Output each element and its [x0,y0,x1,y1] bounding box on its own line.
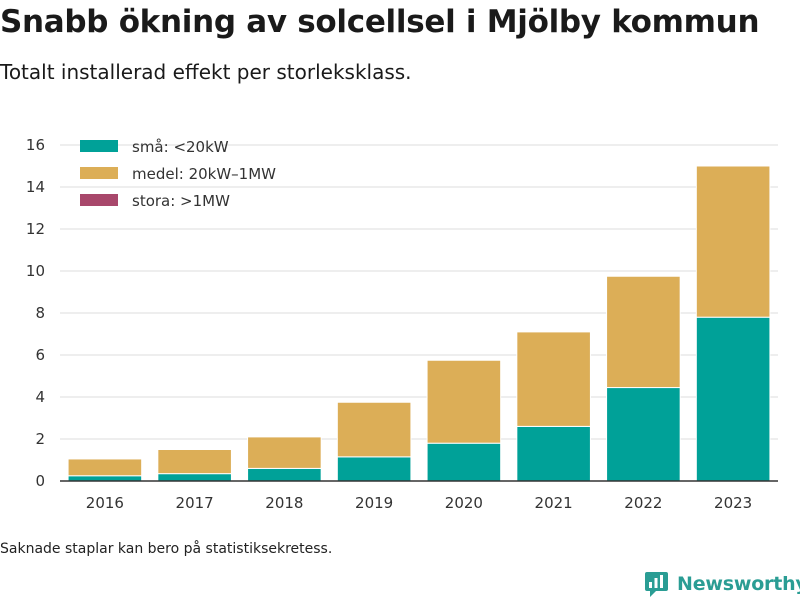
x-tick-label: 2018 [265,494,303,512]
x-tick-label: 2019 [355,494,393,512]
x-tick-label: 2017 [176,494,214,512]
y-tick-label: 2 [35,430,45,448]
footnote: Saknade staplar kan bero på statistiksek… [0,541,333,557]
bar-segment-2017-series-1 [157,449,232,475]
legend-label: stora: >1MW [132,192,230,210]
bar-chart-logo-icon [645,571,668,597]
y-tick-label: 0 [35,472,45,490]
legend-swatch [80,167,118,179]
legend-label: små: <20kW [132,138,229,156]
y-tick-label: 6 [35,346,45,364]
bar-segment-2018-series-0 [247,467,322,482]
bar-segment-2018-series-1 [247,436,322,469]
bar-segment-2022-series-0 [606,387,681,482]
y-tick-label: 12 [26,220,45,238]
bar-segment-2016-series-1 [67,458,143,477]
page-title: Snabb ökning av solcellsel i Mjölby komm… [0,4,760,40]
x-tick-label: 2020 [445,494,483,512]
y-tick-label: 16 [26,136,45,154]
bar-segment-2017-series-0 [157,473,232,482]
x-tick-label: 2022 [624,494,662,512]
y-tick-label: 10 [26,262,45,280]
chart-axes: 0 2 4 6 8 10 12 14 16 2016 2017 2018 2019 2020 2021 202… [26,136,778,512]
bar-segment-2021-series-0 [516,425,591,482]
bar-segment-2016-series-0 [67,475,143,482]
legend-swatch [80,194,118,206]
chart-bars [67,165,771,482]
brand-logo: Newsworthy [644,569,800,599]
y-tick-label: 14 [26,178,45,196]
x-tick-label: 2023 [714,494,752,512]
bar-segment-2023-series-1 [695,165,771,318]
x-tick-label: 2021 [535,494,573,512]
bar-segment-2022-series-1 [606,275,681,389]
chart-legend: små: <20kW medel: 20kW–1MW stora: >1MW [80,138,276,210]
x-tick-label: 2016 [86,494,124,512]
y-tick-label: 8 [35,304,45,322]
bar-segment-2019-series-0 [336,456,412,482]
y-tick-label: 4 [35,388,45,406]
legend-label: medel: 20kW–1MW [132,165,276,183]
page-subtitle: Totalt installerad effekt per storlekskl… [0,60,412,84]
bar-segment-2019-series-1 [336,401,412,458]
legend-swatch [80,140,118,152]
stacked-bar-chart: 0 2 4 6 8 10 12 14 16 2016 2017 2018 2019 2020 2021 202… [26,136,778,512]
bar-segment-2021-series-1 [516,331,591,427]
bar-segment-2023-series-0 [695,316,771,482]
bar-segment-2020-series-0 [426,442,502,482]
bar-segment-2020-series-1 [426,359,502,444]
brand-name: Newsworthy [677,573,800,595]
